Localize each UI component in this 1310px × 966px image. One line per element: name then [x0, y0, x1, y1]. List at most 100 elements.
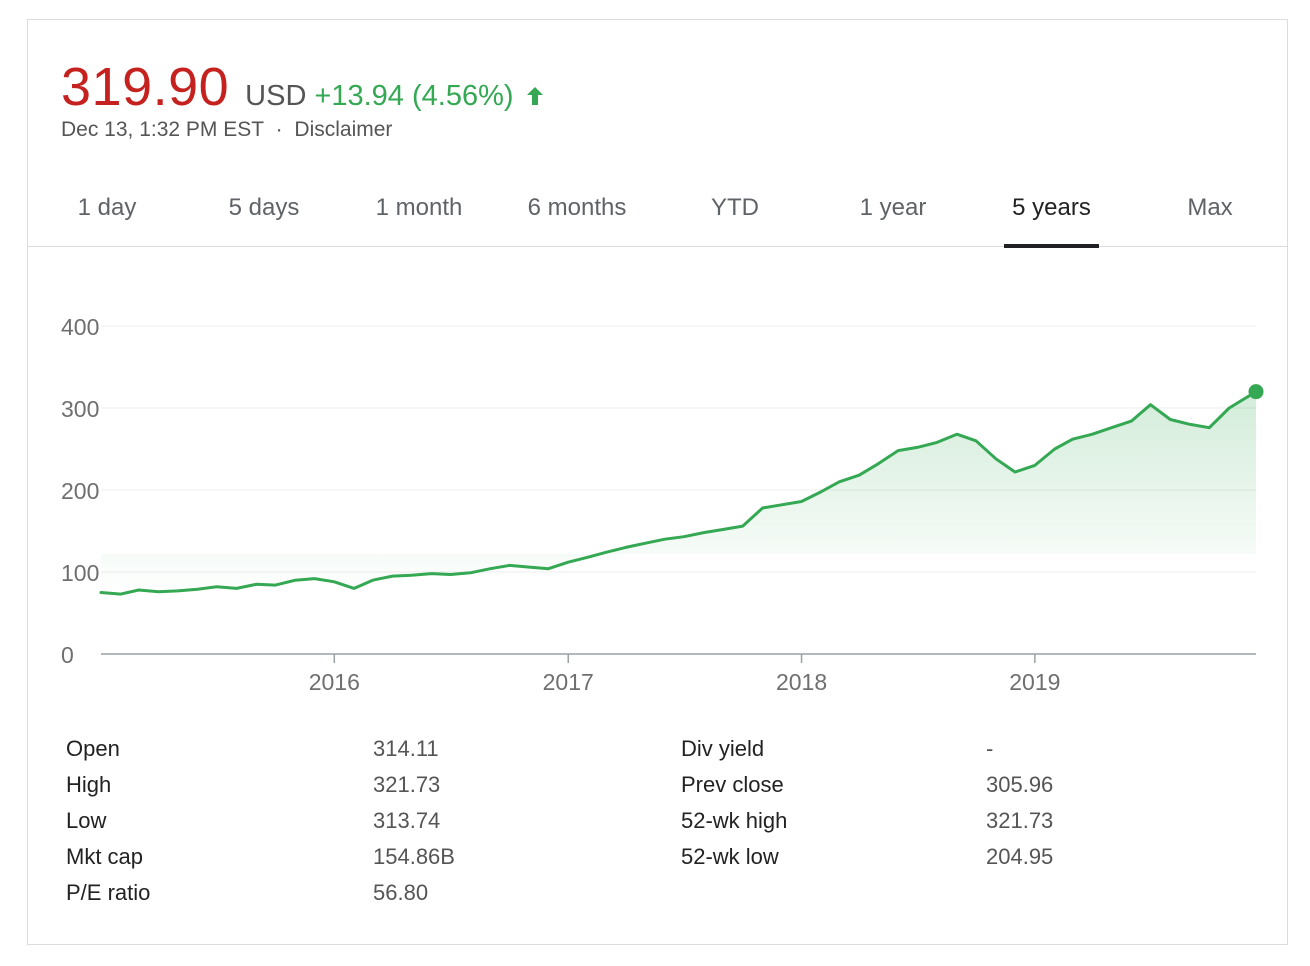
data-point [1071, 438, 1073, 440]
stat-label-52wk-low: 52-wk low [681, 844, 779, 869]
data-point [1110, 426, 1112, 428]
data-point [625, 546, 627, 548]
data-point [703, 531, 705, 533]
data-point [1208, 426, 1210, 428]
data-point [1149, 404, 1151, 406]
data-point [722, 528, 724, 530]
tab-5-years[interactable]: 5 years [1004, 170, 1099, 248]
data-point [294, 579, 296, 581]
x-tick-label: 2017 [543, 669, 594, 695]
y-tick-label: 400 [61, 314, 99, 340]
y-tick-label: 200 [61, 478, 99, 504]
data-point [995, 458, 997, 460]
stock-quote-card: 319.90 USD +13.94 (4.56%) Dec 13, 1:32 P… [27, 19, 1288, 945]
stat-value-prev-close: 305.96 [986, 772, 1054, 797]
y-tick-label: 0 [61, 642, 74, 668]
stat-label-high: High [66, 772, 112, 797]
stat-label-52wk-high: 52-wk high [681, 808, 788, 833]
data-point [877, 463, 879, 465]
data-point [838, 481, 840, 483]
data-point [547, 568, 549, 570]
data-point [587, 556, 589, 558]
data-point [1091, 433, 1093, 435]
data-point [664, 538, 666, 540]
data-point [858, 474, 860, 476]
data-point [100, 591, 102, 593]
data-point [936, 441, 938, 443]
data-point [781, 504, 783, 506]
data-point [1189, 423, 1191, 425]
data-point [683, 536, 685, 538]
stat-label-pe-ratio: P/E ratio [66, 880, 151, 905]
tab-6-months[interactable]: 6 months [527, 194, 627, 221]
data-point [157, 590, 159, 592]
data-point [897, 449, 899, 451]
data-point [120, 593, 122, 595]
stat-label-div-yield: Div yield [681, 736, 765, 761]
area-fill [101, 391, 1256, 595]
y-tick-label: 100 [61, 560, 99, 586]
price-chart[interactable]: 400 300 200 100 0 2016 2017 2018 2019 [28, 20, 1287, 720]
data-point [449, 573, 451, 575]
tab-1-day[interactable]: 1 day [77, 194, 137, 221]
tab-1-month[interactable]: 1 month [375, 194, 463, 221]
data-point [177, 590, 179, 592]
quote-subline: Dec 13, 1:32 PM EST · Disclaimer [61, 118, 392, 142]
stat-label-open: Open [66, 736, 120, 761]
data-point [800, 500, 802, 502]
data-point [391, 575, 393, 577]
separator: · [275, 118, 283, 141]
stat-label-low: Low [66, 808, 107, 833]
tab-ytd[interactable]: YTD [711, 194, 759, 221]
data-point [742, 525, 744, 527]
data-point [410, 574, 412, 576]
data-point [508, 564, 510, 566]
data-point [1228, 407, 1230, 409]
quote-timestamp: Dec 13, 1:32 PM EST [61, 118, 264, 141]
data-point [1053, 448, 1055, 450]
tab-1-year[interactable]: 1 year [859, 194, 927, 221]
data-point [567, 561, 569, 563]
stat-value-52wk-low: 204.95 [986, 844, 1054, 869]
data-point [956, 433, 958, 435]
data-point [489, 568, 491, 570]
stat-value-low: 313.74 [373, 808, 441, 833]
data-point [528, 566, 530, 568]
data-point [138, 589, 140, 591]
data-point [196, 588, 198, 590]
data-point [235, 587, 237, 589]
data-point [371, 579, 373, 581]
data-point [820, 490, 822, 492]
data-point [333, 581, 335, 583]
current-price: 319.90 [61, 57, 230, 117]
data-point [916, 446, 918, 448]
price-row: 319.90 USD +13.94 (4.56%) [61, 56, 546, 118]
stat-value-52wk-high: 321.73 [986, 808, 1054, 833]
arrow-up-icon [524, 85, 546, 107]
tab-max[interactable]: Max [1187, 194, 1233, 221]
stat-value-high: 321.73 [373, 772, 441, 797]
data-point [215, 586, 217, 588]
data-point [274, 584, 276, 586]
price-change: +13.94 (4.56%) [314, 80, 514, 112]
data-point [430, 572, 432, 574]
data-point [313, 577, 315, 579]
data-point [644, 542, 646, 544]
y-tick-label: 300 [61, 396, 99, 422]
data-point [1130, 420, 1132, 422]
disclaimer-link[interactable]: Disclaimer [294, 118, 393, 141]
price-line [99, 390, 1258, 596]
data-point [975, 440, 977, 442]
stat-value-mkt-cap: 154.86B [373, 844, 455, 869]
x-tick-label: 2018 [776, 669, 827, 695]
stat-value-open: 314.11 [373, 736, 439, 761]
data-point [1169, 418, 1171, 420]
data-point [605, 551, 607, 553]
data-point [1014, 471, 1016, 473]
x-tick-label: 2016 [309, 669, 360, 695]
stat-value-div-yield: - [986, 736, 994, 761]
stat-label-prev-close: Prev close [681, 772, 784, 797]
tab-5-days[interactable]: 5 days [228, 194, 300, 221]
data-point [353, 587, 355, 589]
stat-label-mkt-cap: Mkt cap [66, 844, 144, 869]
